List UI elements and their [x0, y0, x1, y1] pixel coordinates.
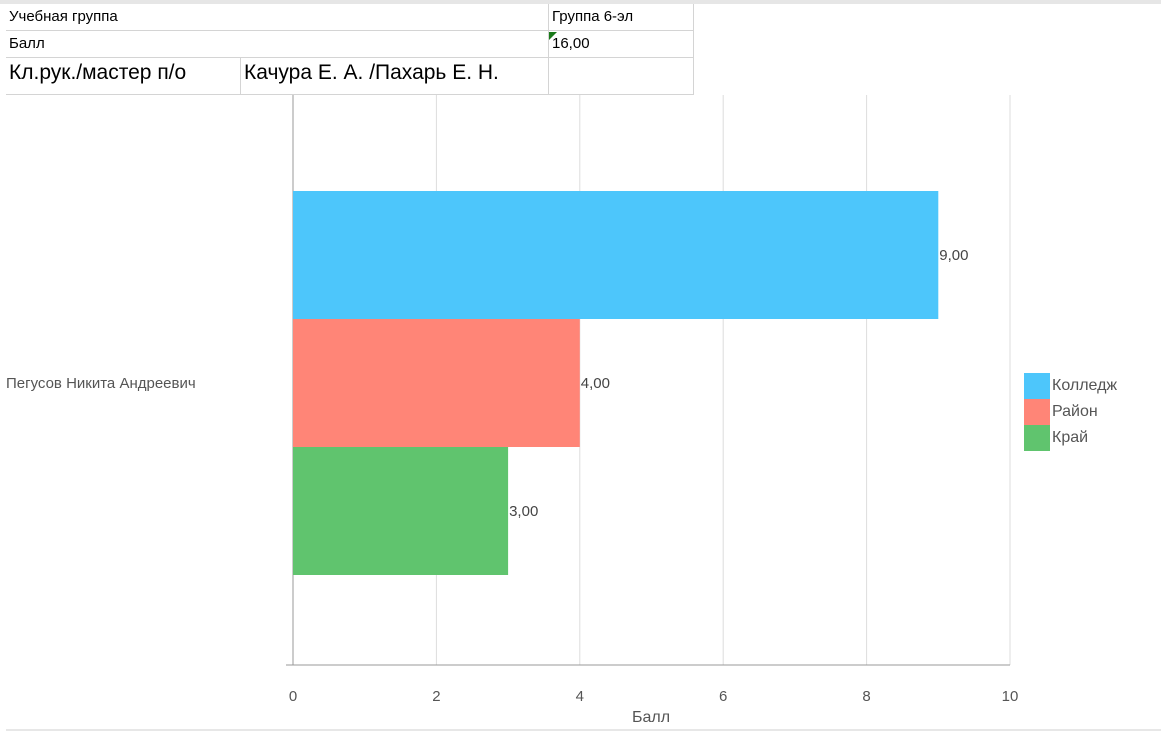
x-tick-label: 10	[1002, 688, 1019, 705]
cell-group-label[interactable]: Учебная группа	[6, 4, 549, 31]
x-tick-label: 0	[289, 688, 297, 705]
x-tick-labels: 0 2 4 6 8 10	[289, 688, 1019, 705]
bar-chart: 9,00 4,00 3,00 0 2 4 6 8 10 Пегусов Никита Андр…	[6, 95, 1161, 731]
cell-curator-value[interactable]: Качура Е. А. /Пахарь Е. Н.	[241, 58, 549, 95]
data-label: 3,00	[509, 503, 538, 520]
x-tick-label: 4	[576, 688, 584, 705]
cell-comment-indicator	[549, 32, 557, 40]
data-label: 4,00	[581, 375, 610, 392]
legend-label: Край	[1052, 429, 1088, 446]
bar[interactable]	[293, 447, 509, 575]
data-label: 9,00	[939, 247, 968, 264]
bars-group: 9,00 4,00 3,00	[293, 191, 969, 575]
legend-swatch	[1024, 399, 1050, 425]
legend-label: Район	[1052, 403, 1098, 420]
cell-group-value[interactable]: Группа 6-эл	[549, 4, 694, 31]
category-label: Пегусов Никита Андреевич	[6, 375, 196, 392]
x-tick-label: 6	[719, 688, 727, 705]
legend-swatch	[1024, 425, 1050, 451]
bar[interactable]	[293, 319, 580, 447]
legend-label: Колледж	[1052, 377, 1117, 394]
cell-score-value[interactable]: 16,00	[549, 31, 694, 58]
x-axis-title: Балл	[632, 709, 670, 726]
bar[interactable]	[293, 191, 939, 319]
cell-empty[interactable]	[549, 58, 694, 95]
sheet-top-border	[0, 0, 1161, 4]
cell-score-label[interactable]: Балл	[6, 31, 549, 58]
x-tick-label: 8	[862, 688, 870, 705]
cell-curator-label[interactable]: Кл.рук./мастер п/о	[6, 58, 241, 95]
legend: Колледж Район Край	[1024, 373, 1117, 451]
legend-swatch	[1024, 373, 1050, 399]
x-tick-label: 2	[432, 688, 440, 705]
